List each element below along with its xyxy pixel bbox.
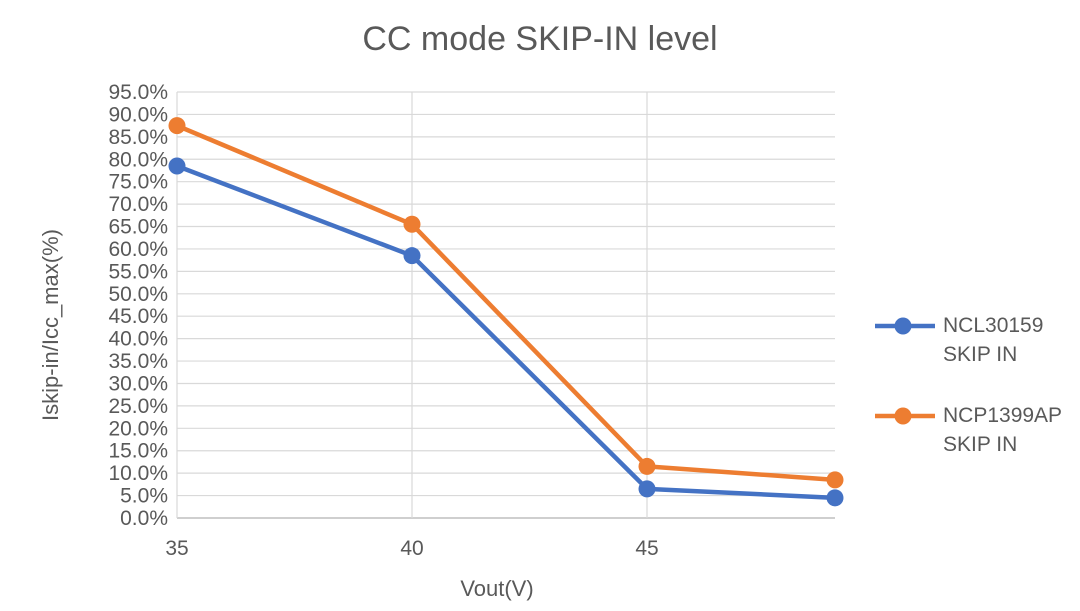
y-tick-label: 40.0%	[108, 328, 168, 351]
x-tick-label: 45	[635, 537, 658, 560]
x-tick-label: 35	[165, 537, 188, 560]
y-tick-label: 5.0%	[120, 485, 168, 508]
y-tick-label: 30.0%	[108, 372, 168, 395]
y-tick-label: 70.0%	[108, 193, 168, 216]
y-tick-label: 45.0%	[108, 305, 168, 328]
line-marker-icon	[875, 317, 935, 335]
y-tick-label: 95.0%	[108, 81, 168, 104]
y-tick-label: 25.0%	[108, 395, 168, 418]
data-point-marker	[638, 480, 656, 498]
legend-item-label: NCP1399AP SKIP IN	[943, 401, 1062, 459]
data-point-marker	[826, 489, 844, 507]
data-point-marker	[403, 215, 421, 233]
x-tick-label: 40	[400, 537, 423, 560]
x-axis-title: Vout(V)	[460, 576, 534, 601]
legend-label-line2: SKIP IN	[943, 433, 1018, 456]
y-tick-label: 15.0%	[108, 440, 168, 463]
line-marker-icon	[875, 407, 935, 425]
data-point-marker	[403, 247, 421, 265]
y-tick-label: 10.0%	[108, 462, 168, 485]
series-line	[174, 163, 838, 501]
y-tick-label: 90.0%	[108, 103, 168, 126]
legend-item-ncp1399ap-skip-in: NCP1399AP SKIP IN	[875, 401, 1062, 459]
legend-item-label: NCL30159 SKIP IN	[943, 311, 1043, 369]
y-tick-label: 50.0%	[108, 283, 168, 306]
y-tick-label: 20.0%	[108, 417, 168, 440]
legend-label-line1: NCP1399AP	[943, 404, 1063, 427]
data-point-marker	[168, 117, 186, 135]
data-point-marker	[168, 157, 186, 175]
series-line	[174, 123, 838, 483]
y-tick-label: 35.0%	[108, 350, 168, 373]
y-tick-label: 60.0%	[108, 238, 168, 261]
y-tick-label: 0.0%	[120, 507, 168, 530]
data-point-marker	[826, 471, 844, 489]
y-tick-label: 85.0%	[108, 126, 168, 149]
y-tick-label: 80.0%	[108, 148, 168, 171]
y-tick-label: 65.0%	[108, 216, 168, 239]
legend-label-line2: SKIP IN	[943, 343, 1018, 366]
data-point-marker	[638, 457, 656, 475]
legend: NCL30159 SKIP IN NCP1399AP SKIP IN	[875, 311, 1062, 491]
legend-item-ncl30159-skip-in: NCL30159 SKIP IN	[875, 311, 1062, 369]
legend-label-line1: NCL30159	[943, 314, 1044, 337]
y-tick-label: 75.0%	[108, 171, 168, 194]
y-tick-label: 55.0%	[108, 260, 168, 283]
chart-title: CC mode SKIP-IN level	[362, 20, 718, 58]
